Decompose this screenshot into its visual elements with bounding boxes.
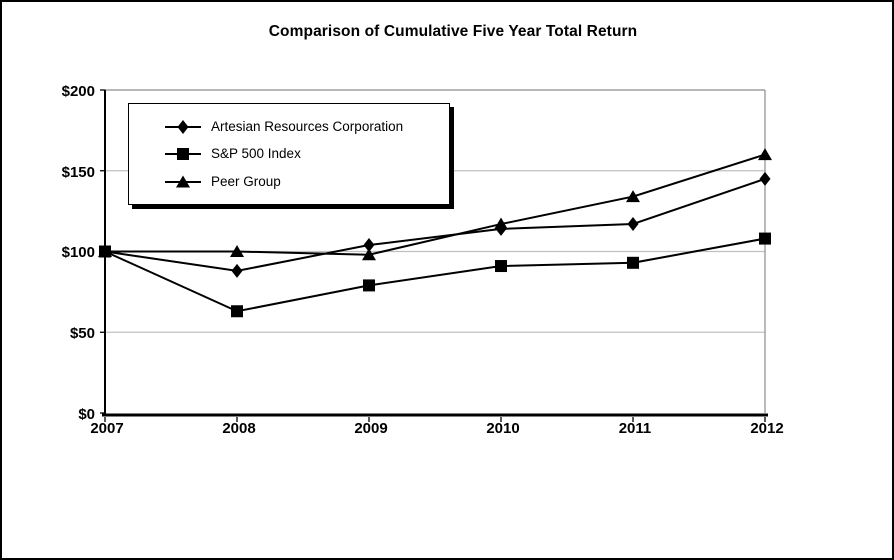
chart-title: Comparison of Cumulative Five Year Total… <box>268 23 638 40</box>
legend-item-peer-group: Peer Group <box>163 174 445 190</box>
y-tick-label-150: $150 <box>61 164 95 181</box>
x-tick-label-2011: 2011 <box>618 420 652 437</box>
y-tick-label-0: $0 <box>78 406 95 423</box>
y-tick-label-100: $100 <box>61 244 95 261</box>
x-tick-label-2009: 2009 <box>354 420 388 437</box>
x-tick-label-2010: 2010 <box>486 420 520 437</box>
legend-label-sp500: S&P 500 Index <box>211 146 301 161</box>
x-tick-label-2012: 2012 <box>750 420 784 437</box>
legend-item-sp500: S&P 500 Index <box>163 146 445 162</box>
diamond-marker-icon <box>165 119 201 134</box>
legend: Artesian Resources Corporation S&P 500 I… <box>128 103 450 205</box>
legend-item-artesian: Artesian Resources Corporation <box>163 119 445 135</box>
y-tick-label-200: $200 <box>61 83 95 100</box>
triangle-marker-icon <box>165 175 201 187</box>
legend-label-artesian: Artesian Resources Corporation <box>211 118 404 134</box>
square-marker-icon <box>165 148 201 160</box>
x-tick-label-2008: 2008 <box>222 420 256 437</box>
x-tick-label-2007: 2007 <box>90 420 124 437</box>
legend-label-peer-group: Peer Group <box>211 173 281 189</box>
y-tick-label-50: $50 <box>69 325 95 342</box>
